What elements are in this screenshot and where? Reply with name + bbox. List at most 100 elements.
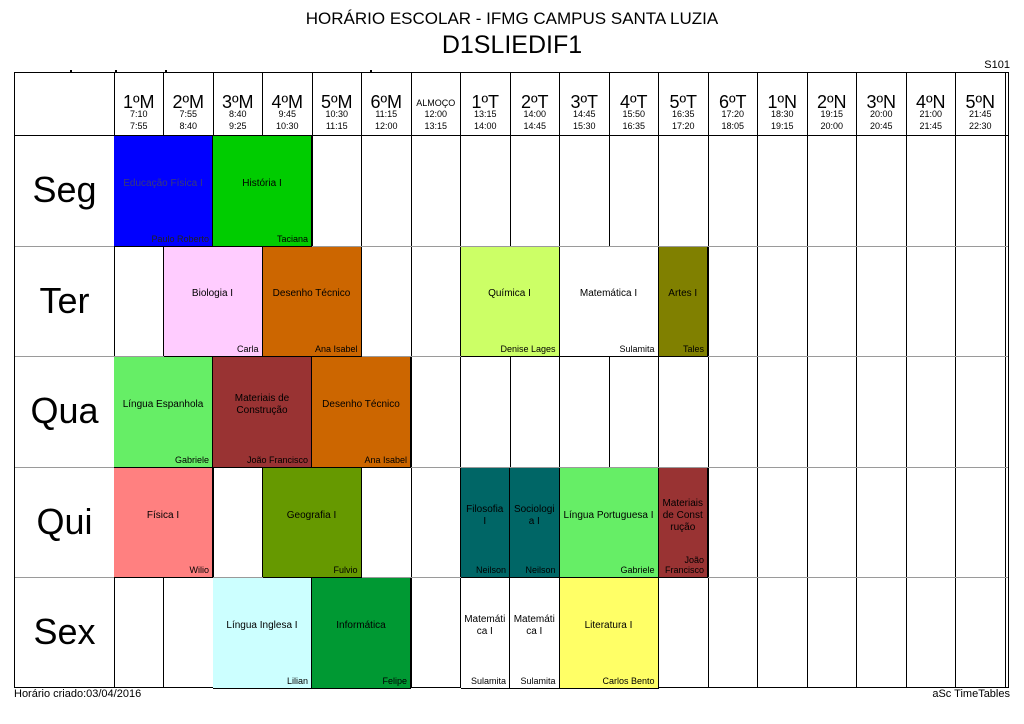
period-header: 4ºT 15:50 16:35 — [609, 73, 659, 135]
lesson-teacher: Carla — [236, 344, 259, 355]
lesson-cell[interactable]: Língua Espanhola Gabriele — [114, 357, 213, 468]
period-start-time: 13:15 — [473, 109, 497, 119]
lesson-teacher: Taciana — [276, 233, 308, 244]
lesson-subject: História I — [242, 177, 282, 189]
lesson-subject: Desenho Técnico — [322, 398, 400, 410]
timetable-grid: 1ºM 7:10 7:55 2ºM 7:55 8:40 3ºM 8:40 9:25 4ºM 9:45… — [14, 70, 1009, 689]
lesson-cell[interactable]: Literatura I Carlos Bento — [559, 578, 659, 689]
period-end-time: 7:55 — [129, 121, 148, 131]
period-start-time: 9:45 — [278, 109, 297, 119]
period-name: 4ºT — [619, 92, 648, 112]
lesson-subject: Língua Espanhola — [122, 398, 204, 410]
period-name: 3ºM — [221, 92, 254, 112]
lesson-teacher: Paulo Roberto — [151, 233, 209, 244]
lesson-teacher: Ana Isabel — [364, 454, 407, 465]
tick-mark — [115, 70, 117, 73]
period-start-time: 12:00 — [424, 109, 448, 119]
lesson-subject: Física I — [146, 509, 180, 521]
period-end-time: 12:00 — [374, 121, 398, 131]
lesson-cell[interactable]: Filosofia I Neilson — [460, 467, 510, 579]
period-header: 5ºT 16:35 17:20 — [659, 73, 709, 135]
period-header: 1ºM 7:10 7:55 — [114, 73, 164, 135]
grid-row-line — [15, 466, 1008, 468]
period-name: 1ºN — [767, 92, 798, 112]
tick-mark — [165, 70, 167, 73]
lesson-teacher: Neilson — [525, 565, 556, 576]
lesson-subject: Química I — [488, 288, 531, 300]
lesson-subject: Biologia I — [191, 288, 234, 300]
lesson-teacher: Wilio — [189, 565, 210, 576]
lesson-subject: Artes I — [668, 288, 698, 300]
lesson-cell[interactable]: Educação Física I Paulo Roberto — [114, 136, 213, 247]
lesson-teacher: Neilson — [475, 565, 506, 576]
period-end-time: 22:30 — [968, 121, 992, 131]
grid-column-line — [856, 73, 857, 687]
period-start-time: 21:45 — [968, 109, 992, 119]
period-header: 5ºN 21:45 22:30 — [956, 73, 1006, 135]
period-end-time: 20:45 — [869, 121, 893, 131]
period-name: 5ºM — [320, 92, 353, 112]
lesson-subject: Desenho Técnico — [272, 288, 351, 300]
lesson-cell[interactable]: Língua Portuguesa I Gabriele — [559, 467, 659, 579]
tick-mark — [70, 70, 72, 73]
period-start-time: 16:35 — [671, 109, 695, 119]
lesson-cell[interactable]: Materiais de Construção João Francisco — [213, 357, 312, 468]
lesson-cell[interactable]: Geografia I Fulvio — [262, 467, 362, 579]
period-end-time: 16:35 — [622, 121, 646, 131]
period-start-time: 17:20 — [721, 109, 745, 119]
period-start-time: 11:15 — [375, 109, 398, 119]
lesson-subject: Informática — [336, 620, 386, 632]
lesson-cell[interactable]: Desenho Técnico Ana Isabel — [312, 357, 411, 468]
grid-column-line — [509, 73, 511, 687]
period-start-time: 19:15 — [820, 109, 844, 119]
lesson-cell[interactable]: Química I Denise Lages — [460, 246, 560, 358]
grid-column-line — [658, 73, 659, 687]
lesson-cell[interactable]: História I Taciana — [213, 136, 312, 247]
period-start-time: 14:45 — [572, 109, 596, 119]
period-name: 4ºM — [271, 92, 304, 112]
period-start-time: 15:50 — [622, 109, 646, 119]
lesson-cell[interactable]: Matemática I Sulamita — [559, 246, 659, 358]
period-name: ALMOÇO — [416, 98, 456, 108]
grid-row-line — [15, 245, 1008, 247]
period-header: 6ºM 11:15 12:00 — [362, 73, 412, 135]
period-end-time: 10:30 — [275, 121, 299, 131]
period-end-time: 9:25 — [228, 121, 247, 131]
grid-column-line — [905, 73, 907, 687]
lesson-cell[interactable]: Desenho Técnico Ana Isabel — [262, 246, 362, 358]
lesson-cell[interactable]: Língua Inglesa I Lilian — [213, 578, 312, 689]
lesson-cell[interactable]: Informática Felipe — [312, 578, 411, 689]
day-label: Qua — [30, 390, 99, 432]
lesson-cell[interactable]: Matemática I Sulamita — [510, 578, 560, 689]
lesson-subject: Língua Portuguesa I — [563, 509, 654, 521]
period-header: 1ºN 18:30 19:15 — [758, 73, 808, 135]
period-end-time: 21:45 — [919, 121, 943, 131]
lesson-cell[interactable]: Artes I Tales — [658, 246, 708, 358]
period-header: 3ºN 20:00 20:45 — [857, 73, 907, 135]
period-end-time: 14:45 — [523, 121, 547, 131]
lesson-teacher: Gabriele — [174, 454, 209, 465]
period-name: 1ºT — [471, 92, 500, 112]
lesson-cell[interactable]: Física I Wilio — [114, 467, 213, 579]
software-credit: aSc TimeTables — [932, 688, 1010, 700]
lesson-subject: Matemática I — [464, 614, 506, 638]
period-header: 6ºT 17:20 18:05 — [708, 73, 758, 135]
grid-column-line — [1004, 73, 1006, 687]
day-label: Seg — [32, 169, 97, 210]
period-end-time: 20:00 — [820, 121, 844, 131]
lesson-subject: Geografia I — [286, 509, 337, 521]
period-end-time: 15:30 — [572, 121, 596, 131]
period-header: 3ºM 8:40 9:25 — [213, 73, 263, 135]
lesson-cell[interactable]: Biologia I Carla — [163, 246, 263, 358]
period-name: 3ºT — [570, 92, 599, 112]
grid-column-line — [559, 73, 560, 687]
lesson-cell[interactable]: Materiais de Construção João Francisco — [658, 467, 708, 579]
school-title: HORÁRIO ESCOLAR - IFMG CAMPUS SANTA LUZI… — [305, 9, 719, 28]
period-header: ALMOÇO 12:00 13:15 — [411, 73, 461, 135]
period-start-time: 14:00 — [523, 109, 547, 119]
created-date: Horário criado:03/04/2016 — [14, 688, 142, 700]
lesson-cell[interactable]: Matemática I Sulamita — [460, 578, 510, 689]
lesson-cell[interactable]: Sociologia I Neilson — [510, 467, 560, 579]
period-end-time: 17:20 — [671, 121, 695, 131]
period-header: 2ºM 7:55 8:40 — [164, 73, 214, 135]
